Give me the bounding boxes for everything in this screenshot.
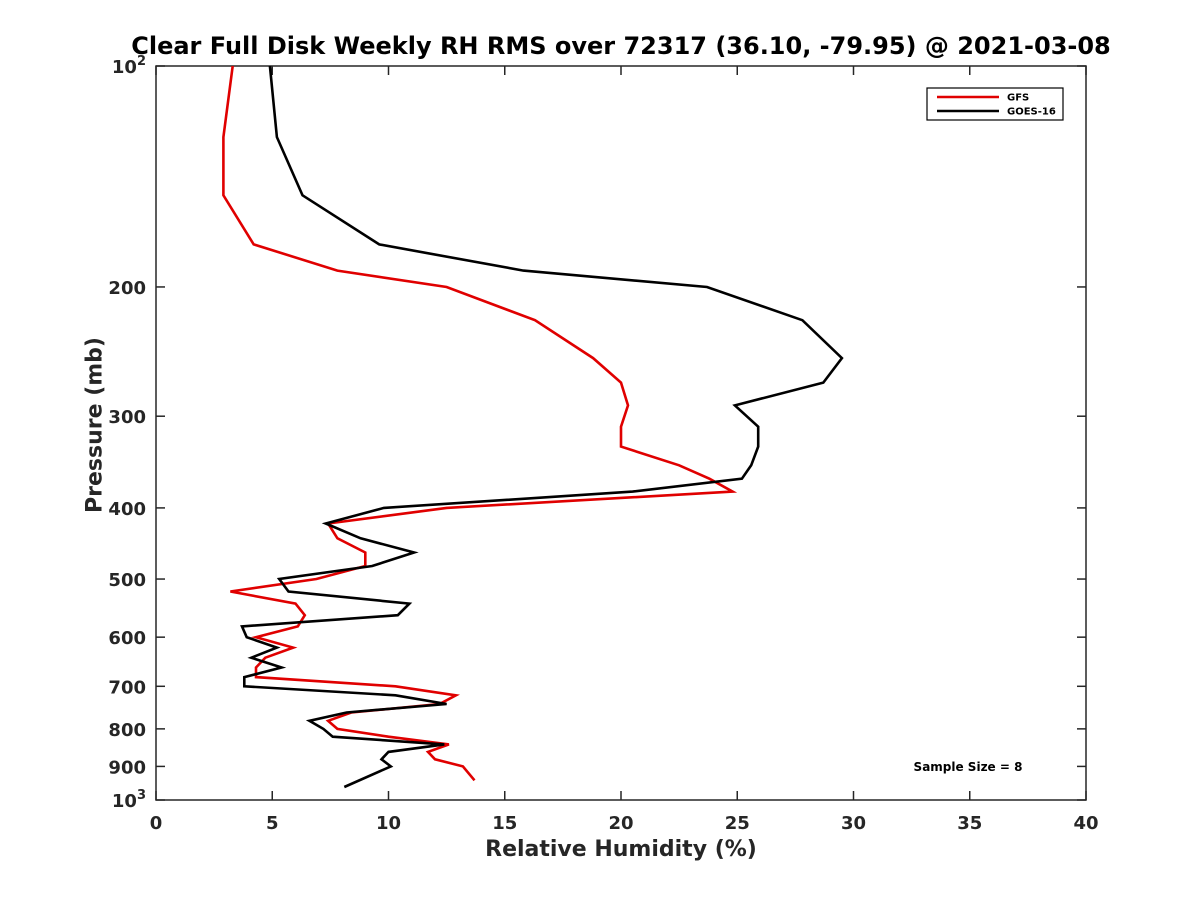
legend-label: GFS [1007,93,1029,104]
y-tick-label: 200 [108,278,146,299]
y-axis-label: Pressure (mb) [83,337,108,513]
y-tick-label: 300 [108,407,146,428]
x-tick-label: 15 [492,813,517,834]
x-tick-label: 40 [1073,813,1098,834]
x-tick-label: 30 [841,813,866,834]
series-line-goes-16 [240,65,844,789]
legend-box [926,87,1064,121]
x-axis-label: Relative Humidity (%) [485,837,757,862]
sample-size-annotation: Sample Size = 8 [914,760,1023,774]
legend-label: GOES-16 [1007,107,1056,118]
x-tick-label: 5 [266,813,279,834]
x-axis: 0 5 10 15 20 25 30 35 40 [150,66,1099,834]
x-tick-label: 20 [608,813,633,834]
y-tick-label: 700 [108,677,146,698]
y-tick-label: 103 [112,788,146,812]
legend: GFS GOES-16 [926,87,1064,121]
y-tick-label: 102 [112,54,146,78]
x-tick-label: 25 [725,813,750,834]
y-tick-label: 500 [108,570,146,591]
y-tick-label: 600 [108,628,146,649]
x-tick-label: 35 [957,813,982,834]
y-tick-label: 900 [108,757,146,778]
chart-title: Clear Full Disk Weekly RH RMS over 72317… [131,32,1111,60]
x-tick-label: 0 [150,813,163,834]
y-tick-label: 400 [108,499,146,520]
x-tick-label: 10 [376,813,401,834]
y-axis: 102 200 300 400 500 600 700 800 900 103 [108,54,1086,812]
series-layer [222,65,844,789]
y-tick-label: 800 [108,720,146,741]
series-line-gfs [222,65,738,782]
